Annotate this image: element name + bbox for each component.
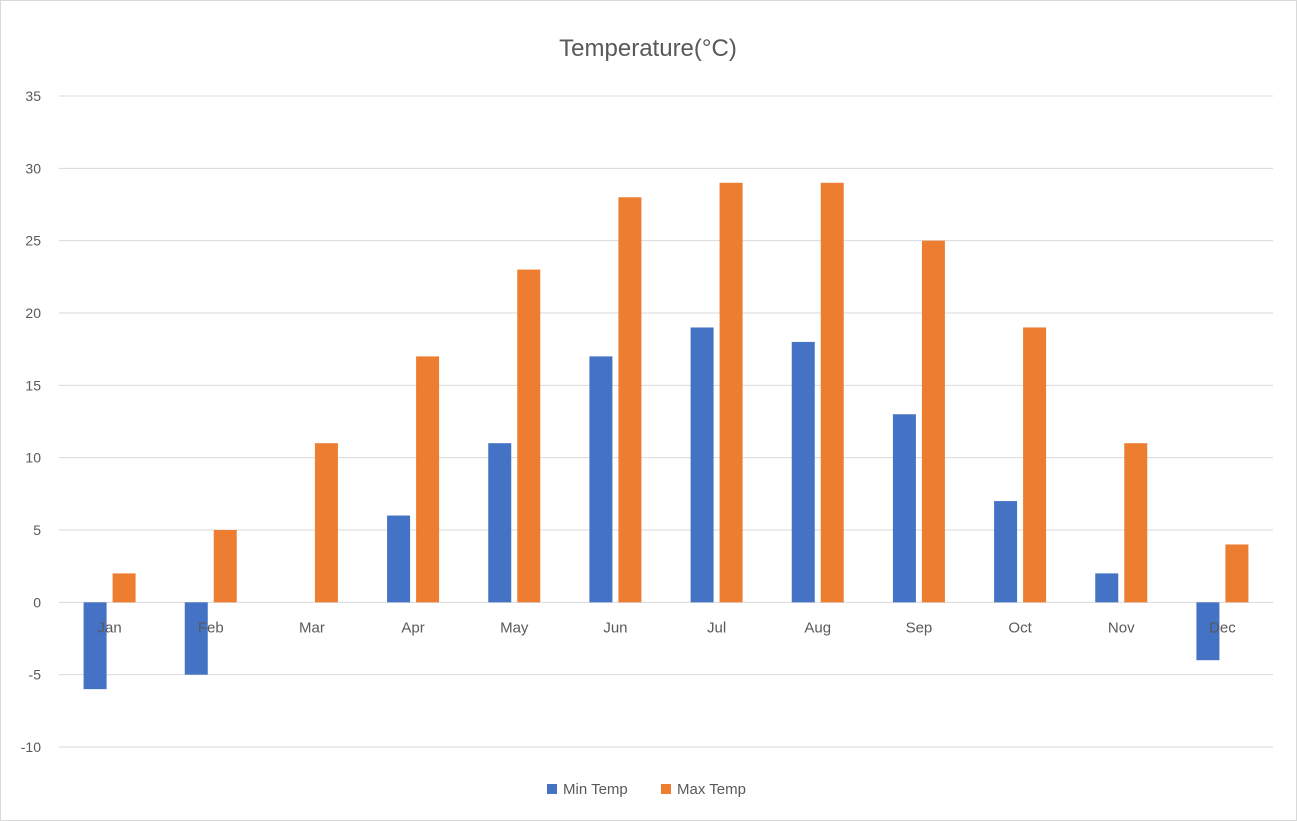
bar-max-temp-aug: [820, 182, 844, 603]
y-tick-label: 15: [25, 377, 41, 393]
bar-min-temp-apr: [387, 515, 411, 603]
bar-min-temp-oct: [994, 501, 1018, 603]
x-tick-label: Apr: [401, 619, 424, 636]
chart-title: Temperature(°C): [559, 35, 737, 62]
gridlines: [59, 95, 1273, 748]
bar-min-temp-may: [488, 443, 512, 603]
bar-min-temp-dec: [1196, 602, 1220, 661]
x-tick-label: Mar: [299, 619, 325, 636]
bar-max-temp-jan: [112, 573, 136, 603]
bar-max-temp-sep: [921, 240, 945, 603]
x-tick-label: Oct: [1008, 619, 1032, 636]
legend-label: Min Temp: [563, 781, 628, 798]
x-tick-label: Feb: [198, 619, 224, 636]
legend-label: Max Temp: [677, 781, 746, 798]
legend: Min Temp Max Temp: [547, 781, 746, 798]
x-tick-label: Aug: [804, 619, 831, 636]
bar-max-temp-jun: [618, 197, 642, 603]
y-tick-label: 0: [33, 594, 41, 610]
x-tick-label: Nov: [1108, 619, 1135, 636]
bar-min-temp-jun: [589, 356, 613, 603]
bar-min-temp-jan: [83, 602, 107, 690]
y-tick-label: -5: [29, 667, 42, 683]
bar-max-temp-mar: [314, 443, 338, 603]
bar-min-temp-jul: [690, 327, 714, 603]
y-tick-label: -10: [21, 739, 41, 755]
bar-max-temp-dec: [1225, 544, 1249, 603]
bar-max-temp-apr: [416, 356, 440, 603]
x-tick-label: Jan: [97, 619, 121, 636]
x-tick-label: Sep: [906, 619, 933, 636]
x-tick-label: Dec: [1209, 619, 1236, 636]
bars: [83, 182, 1249, 690]
bar-min-temp-feb: [184, 602, 208, 675]
y-tick-label: 10: [25, 450, 41, 466]
x-tick-label: Jul: [707, 619, 726, 636]
bar-min-temp-aug: [791, 341, 815, 603]
y-axis-ticks: -10 -5 0 5 10 15 20 25 30 35: [21, 88, 41, 755]
x-tick-label: Jun: [603, 619, 627, 636]
y-tick-label: 25: [25, 233, 41, 249]
bar-max-temp-may: [517, 269, 541, 603]
bar-max-temp-jul: [719, 182, 743, 603]
legend-swatch: [547, 784, 557, 794]
x-tick-label: May: [500, 619, 529, 636]
bar-min-temp-sep: [892, 414, 916, 603]
bar-max-temp-feb: [213, 530, 237, 603]
y-tick-label: 20: [25, 305, 41, 321]
bar-max-temp-nov: [1124, 443, 1148, 603]
legend-swatch: [661, 784, 671, 794]
bar-min-temp-nov: [1095, 573, 1119, 603]
bar-max-temp-oct: [1023, 327, 1047, 603]
y-tick-label: 35: [25, 88, 41, 104]
y-tick-label: 5: [33, 522, 41, 538]
y-tick-label: 30: [25, 160, 41, 176]
x-axis-labels: Jan Feb Mar Apr May Jun Jul Aug Sep Oct Nov Dec: [97, 619, 1236, 636]
